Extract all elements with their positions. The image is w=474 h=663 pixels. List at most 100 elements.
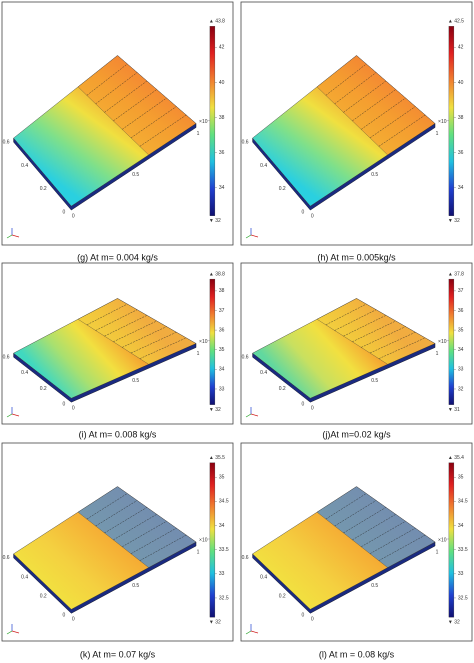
channel-line <box>86 493 128 520</box>
colorbar-tick-label: 36 <box>458 150 464 156</box>
colorbar-tick-label: 42 <box>219 45 225 51</box>
channel-region <box>316 298 436 365</box>
channel-line <box>86 303 128 326</box>
colorbar-tick-label: 37 <box>219 308 225 314</box>
axis-label: 1 <box>197 351 200 357</box>
channel-line <box>113 320 157 342</box>
axis-label: 1 <box>197 131 200 137</box>
colorbar-tick-label: 34 <box>458 347 464 353</box>
colorbar-tick-label: 32 <box>458 386 464 392</box>
colorbar-tick-label: 36 <box>219 327 225 333</box>
channel-region <box>77 486 197 568</box>
axis-label: 0.2 <box>40 594 47 600</box>
colorbar-min: ▼ 32 <box>448 620 460 626</box>
colorbar-tick-label: 35 <box>458 475 464 481</box>
colorbar-min: ▼ 31 <box>448 407 460 413</box>
axis-label: 0.4 <box>260 574 267 580</box>
panel: 0.6 0.4 0.2 00 0.5 1 ×10⁻³ ▲ 43.8 ▼ 32 42 40 38 36 34… <box>1 1 234 262</box>
caption: (l) At m = 0.08 kg/s <box>319 649 395 659</box>
axis-label: 0.6 <box>3 555 10 561</box>
channel-line <box>104 315 148 337</box>
colorbar-tick-label: 34 <box>219 367 225 373</box>
channel-line <box>122 97 167 130</box>
colorbar-min: ▼ 32 <box>448 218 460 224</box>
triad-x <box>250 630 259 634</box>
channel-line <box>369 106 416 139</box>
channel-line <box>86 63 128 96</box>
channel-line <box>343 315 387 337</box>
colorbar <box>209 278 216 405</box>
channel-region <box>316 55 436 156</box>
colorbar-tick-label: 35 <box>458 327 464 333</box>
axis-label: 1 <box>197 549 200 555</box>
colorbar-tick-label: 36 <box>219 150 225 156</box>
axis-label: 0 <box>63 402 66 408</box>
channel-line <box>343 507 387 534</box>
axis-label: 0.5 <box>371 172 378 178</box>
colorbar-max: ▲ 35.4 <box>448 455 464 461</box>
axis-label: 0.5 <box>132 172 139 178</box>
colorbar-min: ▼ 32 <box>209 620 221 626</box>
channel-line <box>369 527 416 554</box>
channel-line <box>361 326 406 348</box>
axis-label: 0 <box>63 209 66 215</box>
caption: (i) At m= 0.008 kg/s <box>79 429 157 439</box>
colorbar <box>448 278 455 405</box>
channel-line <box>352 514 396 541</box>
colorbar-tick-label: 35 <box>219 475 225 481</box>
colorbar-min: ▼ 32 <box>209 218 221 224</box>
axis-label: 0.4 <box>260 370 267 376</box>
channel-line <box>334 72 377 105</box>
colorbar-max: ▲ 38.8 <box>209 271 225 277</box>
colorbar-tick-label: 37 <box>458 288 464 294</box>
colorbar <box>209 462 216 618</box>
axis-exponent: ×10⁻³ <box>438 119 451 125</box>
channel-line <box>334 500 377 527</box>
axis-exponent: ×10⁻³ <box>199 339 212 345</box>
colorbar-min: ▼ 32 <box>209 407 221 413</box>
axis-label: 0.2 <box>279 594 286 600</box>
axis-exponent: ×10⁻³ <box>199 537 212 543</box>
channel-line <box>378 337 426 359</box>
channel-line <box>113 514 157 541</box>
colorbar-tick-label: 38 <box>458 115 464 121</box>
caption: (j)At m=0.02 kg/s <box>322 429 391 439</box>
axis-label: 0.6 <box>242 139 249 145</box>
channel-line <box>334 309 377 331</box>
colorbar-max: ▲ 35.5 <box>209 455 225 461</box>
colorbar-tick-label: 33.5 <box>458 547 468 553</box>
channel-line <box>325 303 367 326</box>
axis-label: 0.2 <box>279 386 286 392</box>
triad-x <box>250 413 259 417</box>
axis-label: 0 <box>302 613 305 619</box>
channel-line <box>139 337 187 359</box>
axis-exponent: ×10⁻³ <box>438 537 451 543</box>
colorbar-tick-label: 36 <box>458 308 464 314</box>
colorbar-tick-label: 40 <box>458 80 464 86</box>
channel-line <box>352 320 396 342</box>
colorbar-tick-label: 34 <box>219 523 225 529</box>
axis-exponent: ×10⁻³ <box>438 339 451 345</box>
triad-y <box>245 413 252 418</box>
colorbar-max: ▲ 42.5 <box>448 19 464 25</box>
channel-line <box>378 114 426 147</box>
panel: 0.6 0.4 0.2 00 0.5 1 ×10⁻³ ▲ 35.4 ▼ 32 35 34.5 34 33… <box>240 442 473 659</box>
axis-label: 0 <box>311 406 314 412</box>
channel-line <box>122 326 167 348</box>
axis-label: 0.4 <box>21 574 28 580</box>
axis-label: 0.6 <box>3 139 10 145</box>
triad-x <box>11 413 20 417</box>
channel-line <box>139 114 187 147</box>
panel: 0.6 0.4 0.2 00 0.5 1 ×10⁻³ ▲ 37.8 ▼ 31 37 36 35 34 33… <box>240 262 473 439</box>
colorbar-tick-label: 32.5 <box>219 595 229 601</box>
caption: (k) At m= 0.07 kg/s <box>80 649 156 659</box>
colorbar-tick-label: 33.5 <box>219 547 229 553</box>
channel-line <box>325 493 367 520</box>
channel-line <box>122 521 167 547</box>
colorbar-max: ▲ 37.8 <box>448 271 464 277</box>
triad-y <box>6 234 13 239</box>
axis-label: 0.2 <box>40 186 47 192</box>
axis-label: 0.2 <box>40 386 47 392</box>
